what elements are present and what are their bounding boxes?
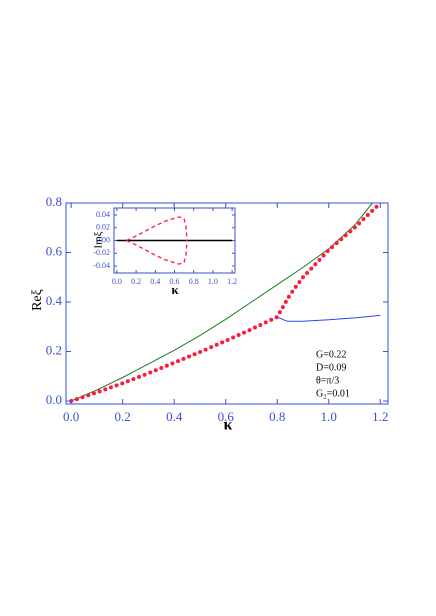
y-axis-label: Reξ (30, 289, 45, 311)
x-tick-label: 0.8 (269, 409, 285, 424)
y-tick-label: 0.2 (46, 343, 62, 358)
x-tick-label: 0.6 (218, 409, 235, 424)
data-line (71, 202, 373, 402)
data-line (126, 239, 188, 265)
y-tick-label: 0.4 (46, 293, 63, 308)
x-tick-label: 0.2 (131, 277, 141, 286)
y-tick-label: 0.02 (96, 223, 110, 232)
x-tick-label: 1.2 (372, 409, 388, 424)
y-tick-label: 0.6 (46, 243, 63, 258)
y-tick-label: -0.04 (93, 261, 110, 270)
data-line (69, 201, 383, 403)
data-line (276, 314, 381, 322)
y-tick-label: 0.0 (46, 392, 62, 407)
x-axis-label: κ (224, 417, 233, 434)
x-tick-label: 1.0 (321, 409, 337, 424)
x-tick-label: 0.4 (150, 277, 160, 286)
x-tick-label: 0.2 (115, 409, 131, 424)
frame (65, 202, 389, 405)
x-tick-label: 0.0 (112, 277, 122, 286)
x-tick-label: 0.4 (166, 409, 183, 424)
annotation: θ=π/3 (316, 375, 339, 386)
annotation: D=0.09 (316, 362, 346, 373)
y-tick-label: -0.02 (93, 248, 110, 257)
y-tick-label: 0.00 (96, 235, 110, 244)
x-axis-label: κ (171, 282, 179, 297)
annotation: G₂=0.01 (316, 388, 350, 399)
x-tick-label: 0.8 (189, 277, 199, 286)
x-tick-label: 1.2 (227, 277, 237, 286)
y-axis-label: Imξ (93, 231, 105, 248)
x-tick-label: 0.6 (170, 277, 180, 286)
data-line (126, 216, 188, 242)
annotation: G=0.22 (316, 349, 346, 360)
y-tick-label: 0.8 (46, 194, 62, 209)
x-tick-label: 0.0 (63, 409, 79, 424)
x-tick-label: 1.0 (208, 277, 218, 286)
y-tick-label: 0.04 (96, 210, 110, 219)
